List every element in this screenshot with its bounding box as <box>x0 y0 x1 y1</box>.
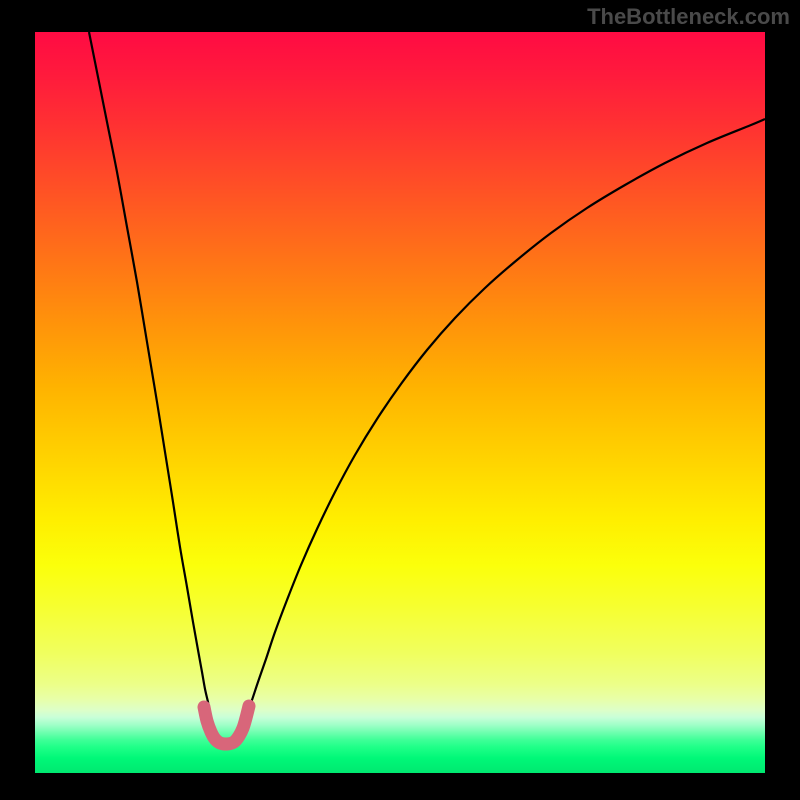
plot-area <box>35 32 765 773</box>
chart-frame: TheBottleneck.com <box>0 0 800 800</box>
bottleneck-curve <box>89 32 765 741</box>
watermark-text: TheBottleneck.com <box>587 4 790 30</box>
curve-layer <box>35 32 765 773</box>
optimal-range-marker <box>204 706 249 744</box>
